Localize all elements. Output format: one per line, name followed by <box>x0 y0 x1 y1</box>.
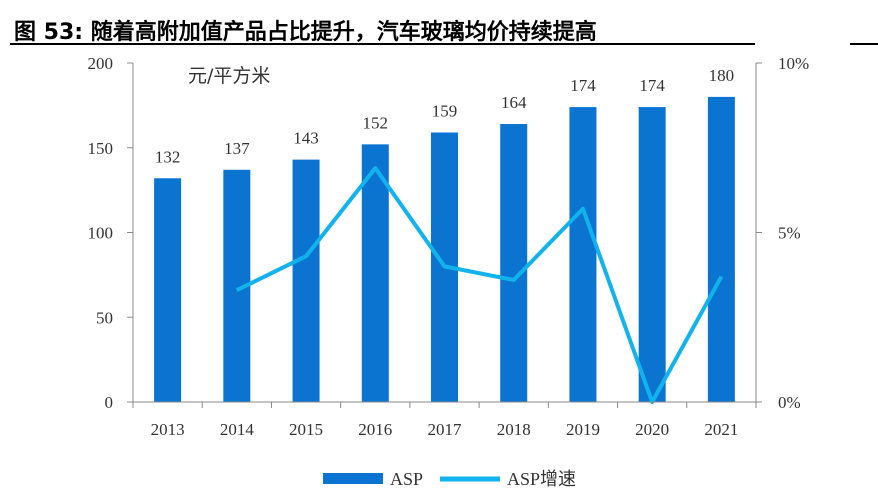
legend-label-asp: ASP <box>390 469 423 489</box>
x-axis-tick-label: 2019 <box>566 420 600 439</box>
figure-title-bar: 图 53: 随着高附加值产品占比提升，汽车玻璃均价持续提高 <box>10 8 878 46</box>
bar <box>500 124 528 403</box>
legend: ASP ASP增速 <box>323 469 576 489</box>
right-axis-tick-label: 10% <box>778 54 809 73</box>
bar <box>292 159 320 402</box>
x-axis: 2013 2014 2015 2016 2017 2018 2019 2020 2021 <box>132 401 757 439</box>
x-axis-tick-label: 2021 <box>704 420 738 439</box>
bar <box>569 107 597 402</box>
bar <box>638 107 666 402</box>
bar <box>154 178 182 402</box>
x-axis-tick-label: 2016 <box>358 420 392 439</box>
figure-title: 图 53: 随着高附加值产品占比提升，汽车玻璃均价持续提高 <box>14 20 597 45</box>
bar-data-label: 152 <box>363 113 389 132</box>
x-axis-tick-label: 2013 <box>151 420 185 439</box>
bar-data-label: 143 <box>293 129 319 148</box>
bar-series <box>154 96 735 403</box>
bar-data-label: 174 <box>639 76 665 95</box>
unit-label: 元/平方米 <box>188 65 270 87</box>
left-axis-tick-label: 150 <box>88 139 114 158</box>
x-axis-tick-label: 2017 <box>428 420 463 439</box>
bar-data-label: 164 <box>501 93 527 112</box>
bar-data-labels: 132 137 143 152 159 164 174 174 180 <box>155 66 734 166</box>
title-rule <box>10 43 755 45</box>
right-axis-tick-label: 5% <box>778 224 801 243</box>
bar-data-label: 159 <box>432 101 458 120</box>
x-axis-tick-label: 2015 <box>289 420 323 439</box>
legend-label-asp-growth: ASP增速 <box>507 469 576 489</box>
bar-data-label: 174 <box>570 76 596 95</box>
right-axis-tick-label: 0% <box>778 393 801 412</box>
x-axis-tick-label: 2014 <box>220 420 255 439</box>
bar-data-label: 137 <box>224 139 250 158</box>
title-rule-right <box>850 43 878 45</box>
x-axis-tick-label: 2020 <box>635 420 669 439</box>
left-axis-tick-label: 200 <box>88 54 114 73</box>
asp-growth-line <box>235 166 724 404</box>
legend-swatch-asp <box>323 473 383 484</box>
x-axis-tick-label: 2018 <box>497 420 531 439</box>
left-axis-tick-label: 50 <box>96 308 113 327</box>
bar-data-label: 180 <box>709 66 735 85</box>
bar-data-label: 132 <box>155 147 181 166</box>
bar <box>707 96 735 403</box>
left-axis-tick-label: 100 <box>88 224 114 243</box>
bar <box>361 144 389 403</box>
left-axis-tick-label: 0 <box>105 393 114 412</box>
right-axis: 0% 5% 10% <box>755 54 809 412</box>
line-series <box>235 166 724 404</box>
left-axis: 0 50 100 150 200 <box>88 54 134 412</box>
